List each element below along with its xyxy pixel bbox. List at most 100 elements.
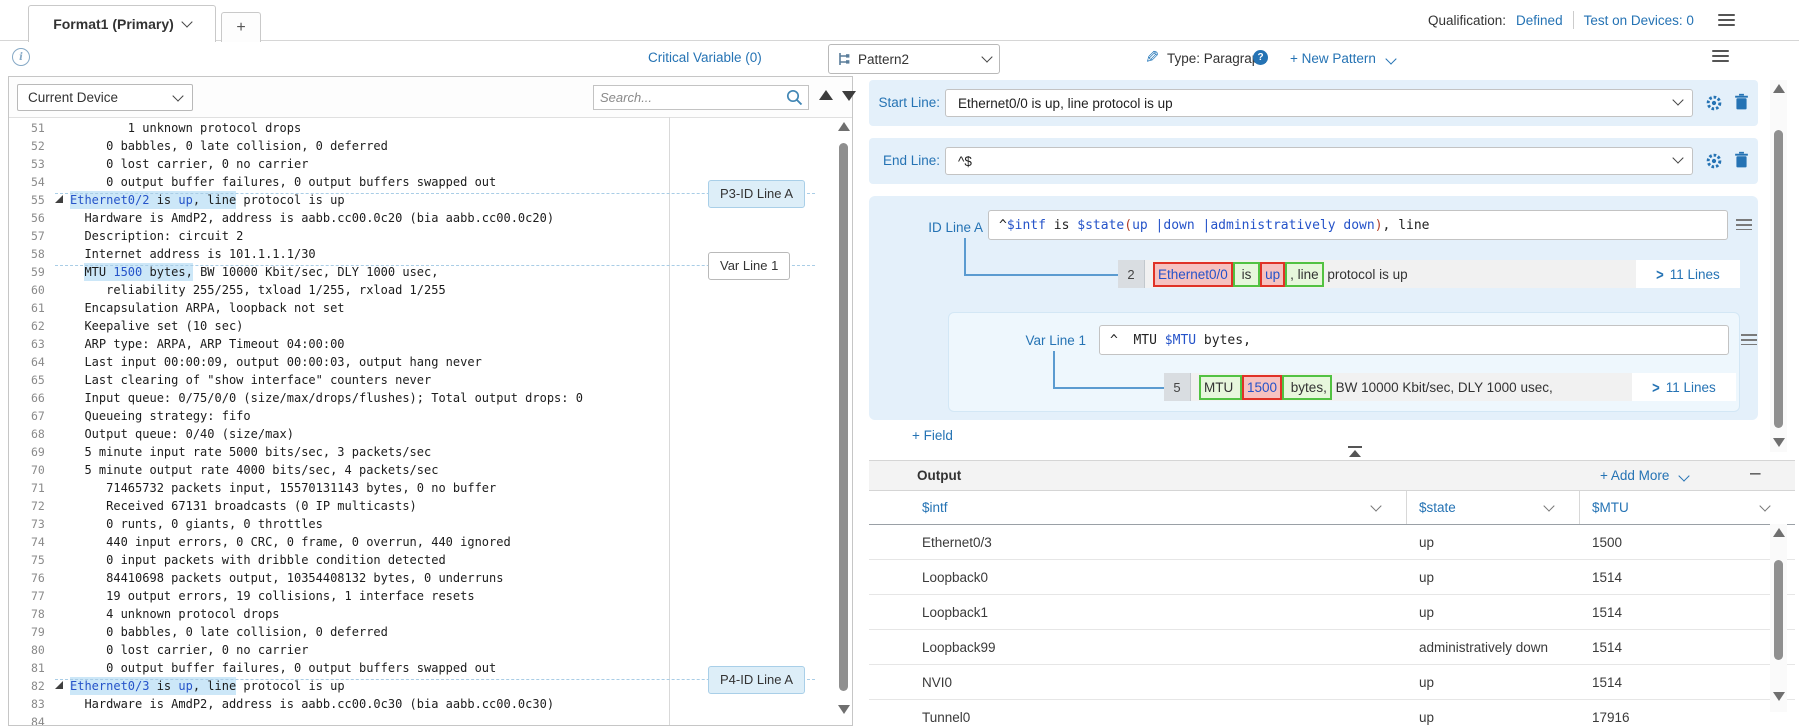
pattern-select[interactable]: Pattern2 <box>828 44 1000 74</box>
end-line-input[interactable] <box>956 152 1666 170</box>
column-header-mtu[interactable]: $MTU <box>1580 491 1795 524</box>
matched-text: bytes, <box>142 263 193 281</box>
search-input[interactable] <box>594 90 785 105</box>
qualification-value[interactable]: Defined <box>1516 12 1563 28</box>
code-line: 70 5 minute output rate 4000 bits/sec, 4… <box>9 463 669 481</box>
trash-icon[interactable] <box>1733 93 1751 111</box>
scroll-down-icon[interactable] <box>1773 692 1785 701</box>
tab-format1[interactable]: Format1 (Primary) <box>28 5 216 42</box>
scroll-up-icon[interactable] <box>1773 528 1785 537</box>
chevron-down-icon[interactable] <box>1672 152 1684 164</box>
table-cell: Loopback99 <box>922 639 996 655</box>
menu-icon[interactable] <box>1712 50 1729 63</box>
scrollbar-thumb[interactable] <box>1774 560 1783 660</box>
pattern-panel-scrollbar[interactable] <box>1770 80 1787 452</box>
scroll-up-icon[interactable] <box>838 122 850 131</box>
code-line: 80 0 lost carrier, 0 no carrier <box>9 643 669 661</box>
fold-marker-icon[interactable] <box>55 195 63 203</box>
trash-icon[interactable] <box>1733 151 1751 169</box>
annotation-label[interactable]: P3-ID Line A <box>708 180 805 208</box>
column-header-state[interactable]: $state <box>1407 491 1580 524</box>
code-viewer[interactable]: 51 1 unknown protocol drops 52 0 babbles,… <box>9 117 852 725</box>
edit-pencil-icon[interactable]: ✎ <box>1145 48 1160 67</box>
chevron-down-icon[interactable] <box>1672 94 1684 106</box>
scroll-down-icon[interactable] <box>1773 438 1785 447</box>
fold-slot <box>55 193 70 207</box>
end-line-combobox[interactable] <box>945 147 1693 175</box>
code-line: 64 Last input 00:00:09, output 00:00:03,… <box>9 355 669 373</box>
column-header-intf[interactable]: $intf <box>869 491 1407 524</box>
code-line: 57 Description: circuit 2 <box>9 229 669 247</box>
table-cell: 1514 <box>1592 604 1623 620</box>
table-row[interactable]: Loopback0 up 1514 <box>869 560 1795 595</box>
menu-icon[interactable] <box>1717 13 1735 27</box>
code-line: 79 0 babbles, 0 late collision, 0 deferr… <box>9 625 669 643</box>
line-number: 82 <box>31 679 45 693</box>
match-line-number: 2 <box>1118 260 1145 288</box>
code-text: 0 lost carrier, 0 no carrier <box>70 643 309 657</box>
code-line: 55 Ethernet0/2 is up, line protocol is up <box>9 191 669 211</box>
chevron-down-icon[interactable] <box>1759 499 1771 512</box>
new-pattern-button[interactable]: + New Pattern <box>1290 51 1397 66</box>
code-text: 5 minute input rate 5000 bits/sec, 3 pac… <box>70 445 432 459</box>
row-menu-icon[interactable] <box>1741 334 1757 346</box>
start-line-input[interactable] <box>956 94 1666 112</box>
expand-lines-link[interactable]: > 11 Lines <box>1636 260 1740 288</box>
table-row[interactable]: Ethernet0/3 up 1500 <box>869 525 1795 560</box>
table-row[interactable]: Loopback1 up 1514 <box>869 595 1795 630</box>
fold-marker-icon[interactable] <box>55 681 63 689</box>
table-row[interactable]: NVI0 up 1514 <box>869 665 1795 700</box>
code-text: Output queue: 0/40 (size/max) <box>70 427 294 441</box>
start-line-combobox[interactable] <box>945 89 1693 117</box>
row-menu-icon[interactable] <box>1736 219 1752 231</box>
help-icon[interactable]: ? <box>1253 50 1268 65</box>
add-tab-button[interactable]: + <box>221 12 261 42</box>
chevron-down-icon[interactable] <box>1543 499 1555 512</box>
critical-variable-link[interactable]: Critical Variable (0) <box>648 50 762 65</box>
scrollbar-thumb[interactable] <box>839 143 848 691</box>
code-vertical-scrollbar[interactable] <box>835 117 852 725</box>
regex-token: up |down |administratively down <box>1132 217 1375 233</box>
minimize-output-button[interactable]: – <box>1750 463 1761 484</box>
collapse-panel-icon[interactable] <box>1348 446 1362 457</box>
code-text: 4 unknown protocol drops <box>70 607 280 621</box>
toolbar: i Critical Variable (0) Pattern2 ✎ Type:… <box>0 40 1799 76</box>
line-number: 58 <box>31 247 45 261</box>
device-selector[interactable]: Current Device <box>17 84 193 111</box>
annotation-label[interactable]: P4-ID Line A <box>708 666 805 694</box>
output-table-scrollbar[interactable] <box>1770 524 1787 712</box>
new-pattern-label: + New Pattern <box>1290 51 1376 66</box>
var-line-regex-input[interactable]: ^ MTU $MTU bytes, <box>1099 325 1729 355</box>
code-text: 440 input errors, 0 CRC, 0 frame, 0 over… <box>70 535 511 549</box>
code-line: 71 71465732 packets input, 15570131143 b… <box>9 481 669 499</box>
regex-token: ^ MTU <box>1110 332 1165 348</box>
scroll-up-icon[interactable] <box>1773 84 1785 93</box>
table-row[interactable]: Loopback99 administratively down 1514 <box>869 630 1795 665</box>
gear-icon[interactable] <box>1705 94 1723 112</box>
scrollbar-thumb[interactable] <box>1774 130 1783 428</box>
id-line-regex-input[interactable]: ^ $intf is $state(up |down |administrativ… <box>988 210 1728 240</box>
expand-lines-link[interactable]: > 11 Lines <box>1632 373 1736 401</box>
line-number: 74 <box>31 535 45 549</box>
test-on-devices-link[interactable]: Test on Devices: 0 <box>1583 12 1694 28</box>
find-previous-button[interactable] <box>819 90 833 100</box>
search-icon[interactable] <box>785 88 804 107</box>
scroll-down-icon[interactable] <box>838 705 850 714</box>
info-icon[interactable]: i <box>12 48 30 66</box>
find-next-button[interactable] <box>842 91 856 101</box>
table-cell: up <box>1419 534 1435 550</box>
search-box <box>593 85 809 110</box>
tab-bar: Format1 (Primary) + Qualification: Defin… <box>0 0 1799 42</box>
add-more-button[interactable]: + Add More <box>1600 468 1690 483</box>
code-line: 69 5 minute input rate 5000 bits/sec, 3 … <box>9 445 669 463</box>
table-row[interactable]: Tunnel0 up 17916 <box>869 700 1795 726</box>
matched-text: Ethernet0/2 <box>70 191 150 209</box>
table-cell: 1500 <box>1592 534 1623 550</box>
code-line: 53 0 lost carrier, 0 no carrier <box>9 157 669 175</box>
chevron-down-icon <box>981 51 993 63</box>
annotation-label[interactable]: Var Line 1 <box>708 252 791 280</box>
chevron-down-icon[interactable] <box>1370 499 1382 512</box>
add-field-link[interactable]: + Field <box>912 428 953 443</box>
code-line: 58 Internet address is 101.1.1.1/30 <box>9 247 669 265</box>
gear-icon[interactable] <box>1705 152 1723 170</box>
